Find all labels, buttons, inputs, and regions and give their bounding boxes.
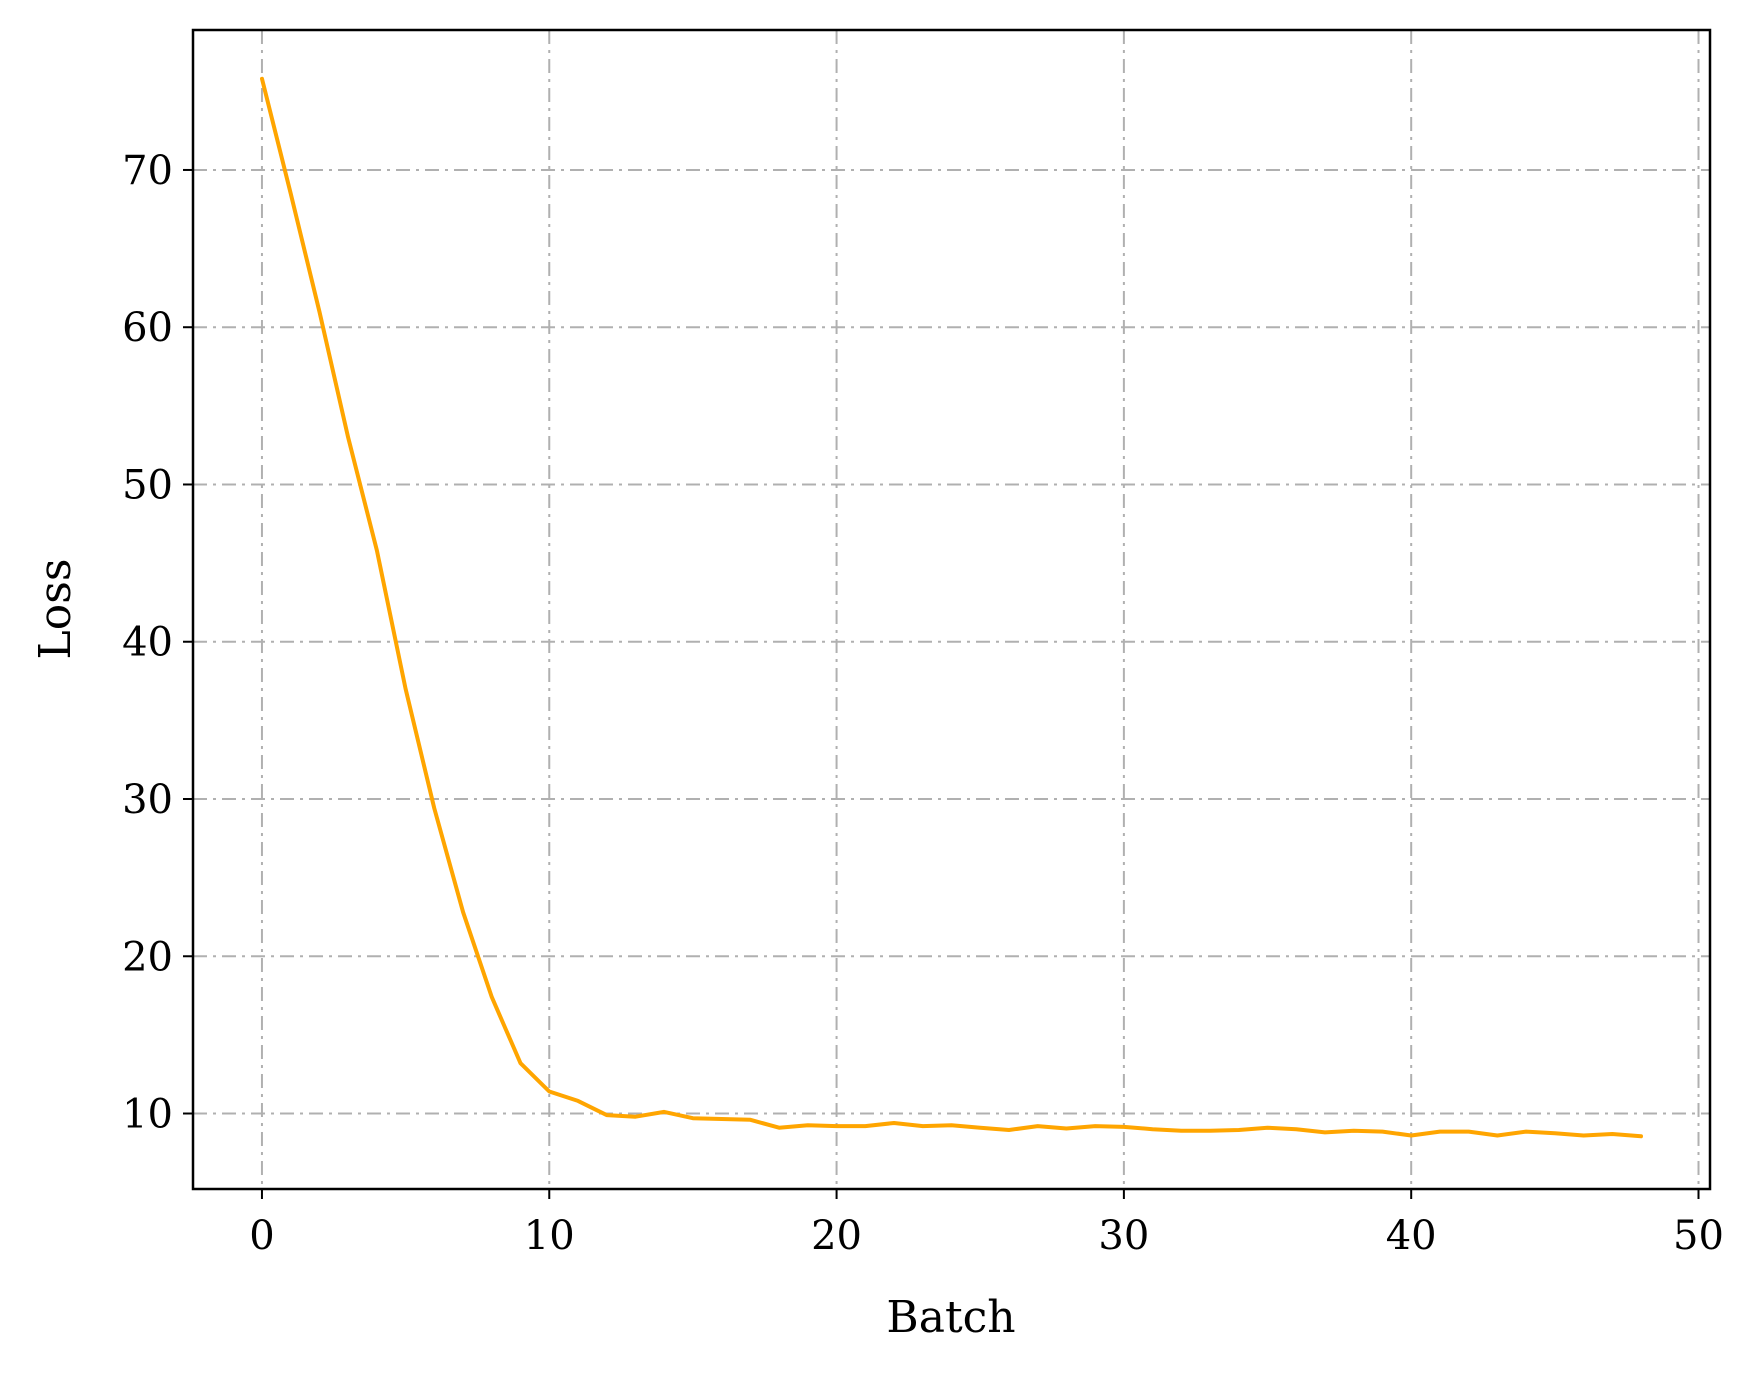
x-tick-label: 20 [811,1213,862,1259]
y-tick-label: 40 [122,620,173,666]
axis-ticks: 0 10 20 30 40 50 10 20 30 40 50 60 70 [122,148,1724,1259]
y-tick-label: 20 [122,934,173,980]
y-tick-label: 70 [122,148,173,194]
y-tick-label: 10 [122,1092,173,1138]
y-tick-label: 50 [122,462,173,508]
plot-frame [191,28,1712,1191]
x-tick-label: 10 [524,1213,575,1259]
x-axis-label: Batch [886,1292,1015,1343]
loss-series-line [260,76,1643,1139]
y-tick-label: 30 [122,777,173,823]
grid [193,30,1710,1189]
x-tick-label: 50 [1673,1213,1724,1259]
y-tick-label: 60 [122,305,173,351]
x-tick-label: 30 [1098,1213,1149,1259]
y-axis-label: Loss [30,559,81,660]
x-tick-label: 40 [1386,1213,1437,1259]
series-layer [260,76,1643,1139]
x-tick-label: 0 [249,1213,274,1259]
